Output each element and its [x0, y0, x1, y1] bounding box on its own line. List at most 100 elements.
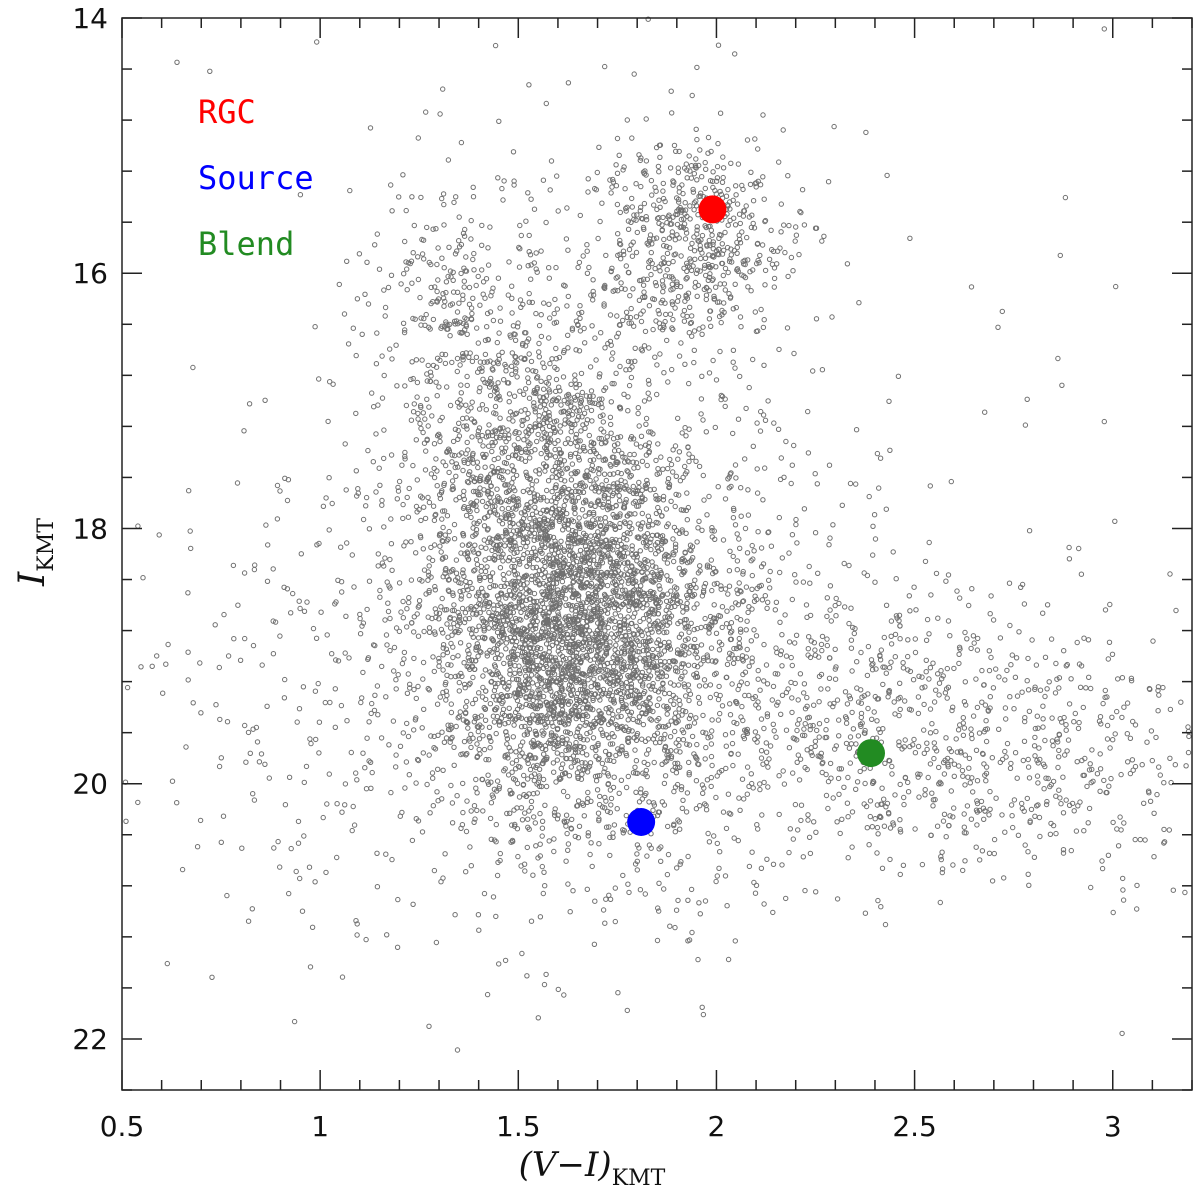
- star-point: [437, 438, 443, 445]
- star-point: [722, 586, 729, 592]
- star-point: [444, 692, 450, 699]
- star-point: [418, 517, 424, 524]
- star-point: [752, 729, 759, 735]
- star-point: [487, 392, 494, 399]
- star-point: [664, 560, 671, 566]
- star-point: [826, 462, 833, 468]
- star-point: [711, 581, 718, 587]
- star-point: [274, 516, 281, 522]
- star-point: [565, 332, 571, 338]
- star-point: [441, 303, 447, 309]
- star-point: [789, 462, 795, 468]
- star-point: [482, 464, 488, 470]
- star-point: [506, 570, 512, 576]
- star-point: [510, 418, 516, 424]
- star-point: [353, 352, 359, 359]
- star-point: [723, 743, 729, 749]
- star-point: [379, 395, 386, 401]
- star-point: [375, 551, 381, 557]
- star-point: [673, 907, 680, 913]
- star-point: [887, 447, 893, 453]
- star-point: [461, 660, 467, 666]
- star-point: [665, 465, 671, 472]
- star-point: [479, 222, 485, 229]
- star-point: [700, 1011, 707, 1018]
- star-point: [621, 535, 627, 541]
- star-point: [680, 797, 686, 803]
- star-point: [506, 432, 512, 438]
- star-point: [580, 705, 586, 711]
- star-point: [608, 399, 614, 405]
- star-point: [332, 724, 338, 730]
- star-point: [616, 493, 622, 499]
- star-point: [773, 734, 779, 740]
- star-point: [565, 744, 572, 750]
- star-point: [562, 596, 569, 602]
- star-point: [669, 281, 675, 287]
- star-point: [460, 292, 466, 298]
- star-point: [674, 298, 681, 304]
- star-point: [661, 556, 668, 562]
- star-point: [507, 409, 514, 415]
- star-point: [406, 595, 412, 601]
- star-point: [353, 410, 359, 417]
- star-point: [881, 823, 888, 829]
- star-point: [579, 389, 585, 396]
- star-point: [643, 415, 650, 422]
- star-point: [646, 396, 652, 402]
- star-point: [688, 620, 694, 626]
- star-point: [574, 696, 580, 703]
- star-point: [644, 570, 650, 576]
- star-point: [560, 788, 567, 795]
- star-point: [627, 451, 633, 458]
- star-point: [826, 675, 833, 681]
- star-point: [578, 428, 584, 434]
- star-point: [740, 658, 746, 664]
- star-point: [495, 455, 501, 461]
- star-point: [644, 853, 650, 859]
- star-point: [493, 697, 499, 703]
- star-point: [684, 517, 690, 523]
- star-point: [525, 816, 531, 822]
- star-point: [890, 549, 896, 555]
- star-point: [566, 714, 572, 720]
- star-point: [685, 853, 691, 860]
- star-point: [672, 829, 678, 835]
- star-point: [536, 340, 542, 347]
- star-point: [402, 785, 408, 791]
- star-point: [463, 512, 470, 519]
- star-point: [506, 259, 512, 265]
- star-point: [814, 481, 820, 487]
- star-point: [592, 503, 598, 509]
- star-point: [484, 359, 490, 365]
- star-point: [484, 991, 491, 998]
- star-point: [568, 708, 574, 714]
- star-point: [539, 681, 545, 687]
- star-point: [562, 440, 569, 447]
- star-point: [621, 560, 628, 566]
- star-point: [517, 670, 523, 677]
- star-point: [758, 545, 765, 551]
- star-point: [700, 729, 706, 735]
- star-point: [765, 764, 771, 770]
- star-point: [563, 812, 570, 818]
- star-point: [468, 405, 474, 411]
- star-point: [377, 482, 383, 488]
- star-point: [654, 702, 661, 709]
- star-point: [445, 661, 451, 668]
- star-point: [590, 517, 596, 523]
- star-point: [836, 733, 842, 739]
- star-point: [619, 666, 625, 672]
- star-point: [634, 867, 640, 873]
- star-point: [668, 588, 674, 594]
- star-point: [472, 542, 478, 548]
- star-point: [735, 751, 741, 757]
- star-point: [435, 766, 441, 772]
- star-point: [667, 734, 674, 740]
- star-point: [572, 372, 578, 378]
- star-point: [659, 670, 666, 676]
- star-point: [600, 419, 606, 425]
- star-point: [689, 733, 696, 740]
- star-point: [359, 695, 365, 701]
- star-point: [559, 638, 565, 645]
